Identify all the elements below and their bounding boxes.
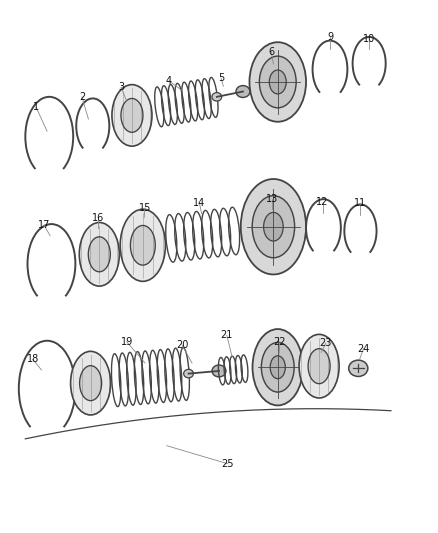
Ellipse shape xyxy=(261,342,294,392)
Ellipse shape xyxy=(264,213,283,241)
Text: 12: 12 xyxy=(316,197,329,207)
Text: 24: 24 xyxy=(357,344,370,354)
Ellipse shape xyxy=(259,56,296,108)
Ellipse shape xyxy=(299,334,339,398)
Text: 18: 18 xyxy=(27,354,39,364)
Ellipse shape xyxy=(270,356,285,378)
Text: 5: 5 xyxy=(218,73,224,83)
Ellipse shape xyxy=(71,351,111,415)
Ellipse shape xyxy=(120,209,166,281)
Ellipse shape xyxy=(88,237,110,272)
Ellipse shape xyxy=(241,179,306,274)
Ellipse shape xyxy=(112,85,152,146)
Text: 1: 1 xyxy=(33,102,39,112)
Text: 6: 6 xyxy=(268,47,274,56)
Text: 16: 16 xyxy=(92,213,104,223)
Ellipse shape xyxy=(79,222,119,286)
Text: 9: 9 xyxy=(327,33,333,43)
Ellipse shape xyxy=(252,196,295,258)
Ellipse shape xyxy=(184,369,194,378)
Text: 10: 10 xyxy=(363,34,375,44)
Text: 2: 2 xyxy=(79,92,85,102)
Ellipse shape xyxy=(121,99,143,132)
Text: 11: 11 xyxy=(354,198,367,208)
Ellipse shape xyxy=(212,365,226,377)
Ellipse shape xyxy=(236,86,250,98)
Text: 19: 19 xyxy=(120,337,133,347)
Text: 4: 4 xyxy=(166,76,172,86)
Text: 21: 21 xyxy=(221,330,233,341)
Ellipse shape xyxy=(269,70,286,94)
Ellipse shape xyxy=(212,93,222,101)
Ellipse shape xyxy=(131,225,155,265)
Text: 17: 17 xyxy=(38,220,50,230)
Text: 14: 14 xyxy=(193,198,205,208)
Text: 23: 23 xyxy=(319,338,332,349)
Ellipse shape xyxy=(253,329,303,406)
Text: 3: 3 xyxy=(118,82,124,92)
Ellipse shape xyxy=(80,366,102,401)
Text: 13: 13 xyxy=(266,193,278,204)
Text: 20: 20 xyxy=(176,340,188,350)
Ellipse shape xyxy=(349,360,368,376)
Ellipse shape xyxy=(308,349,330,384)
Text: 15: 15 xyxy=(139,203,151,213)
Text: 25: 25 xyxy=(222,459,234,469)
Ellipse shape xyxy=(250,42,306,122)
Text: 22: 22 xyxy=(274,337,286,347)
